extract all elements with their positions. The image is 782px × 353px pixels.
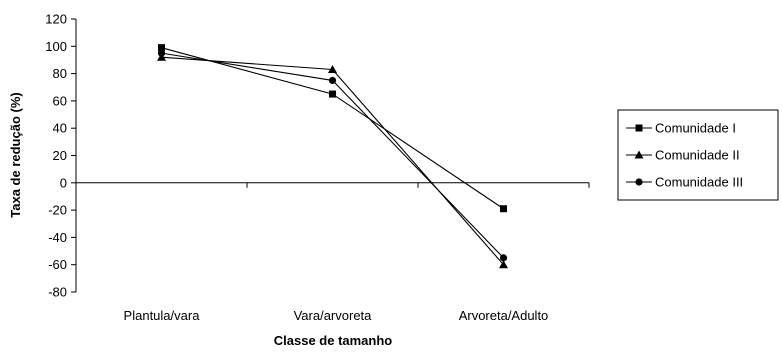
data-point — [157, 49, 166, 57]
x-tick-label: Arvoreta/Adulto — [459, 308, 549, 323]
y-tick-label: 20 — [53, 148, 67, 163]
data-point — [328, 65, 337, 74]
legend-label: Comunidade I — [655, 121, 736, 136]
series-3 — [157, 49, 508, 262]
y-tick-label: 40 — [53, 121, 67, 136]
series-1 — [158, 44, 507, 213]
x-tick-label: Plantula/vara — [124, 308, 201, 323]
legend-item: Comunidade II — [626, 148, 740, 163]
y-axis-title: Taxa de redução (%) — [8, 92, 23, 217]
legend-label: Comunidade III — [655, 175, 743, 190]
y-tick-label: 60 — [53, 93, 67, 108]
data-point — [328, 76, 337, 85]
x-tick-label: Vara/arvoreta — [294, 308, 373, 323]
legend-marker — [634, 150, 644, 159]
y-tick-label: 80 — [53, 66, 67, 81]
y-tick-label: -40 — [48, 230, 67, 245]
y-tick-label: -80 — [48, 285, 67, 300]
y-tick-label: -20 — [48, 203, 67, 218]
series-layer — [157, 44, 508, 269]
data-point — [500, 205, 507, 213]
legend-label: Comunidade II — [655, 148, 740, 163]
y-tick-label: 120 — [45, 12, 67, 27]
series-2 — [157, 52, 508, 269]
y-tick-label: -60 — [48, 257, 67, 272]
y-tick-label: 0 — [60, 175, 67, 190]
x-axis-title: Classe de tamanho — [274, 333, 393, 348]
data-point — [499, 260, 508, 269]
legend-marker — [635, 124, 643, 132]
y-tick-label: 100 — [45, 39, 67, 54]
legend: Comunidade I Comunidade II Comunidade III — [617, 109, 779, 201]
data-point — [158, 44, 165, 52]
data-point — [329, 90, 336, 98]
legend-item: Comunidade III — [626, 175, 743, 190]
legend-item: Comunidade I — [626, 121, 736, 136]
series-line — [161, 56, 504, 266]
legend-marker — [635, 178, 643, 186]
data-point — [499, 254, 508, 262]
axes: 120 100 80 60 40 20 0 -20 -40 -60 -80 Plantula/vara… — [45, 12, 590, 323]
